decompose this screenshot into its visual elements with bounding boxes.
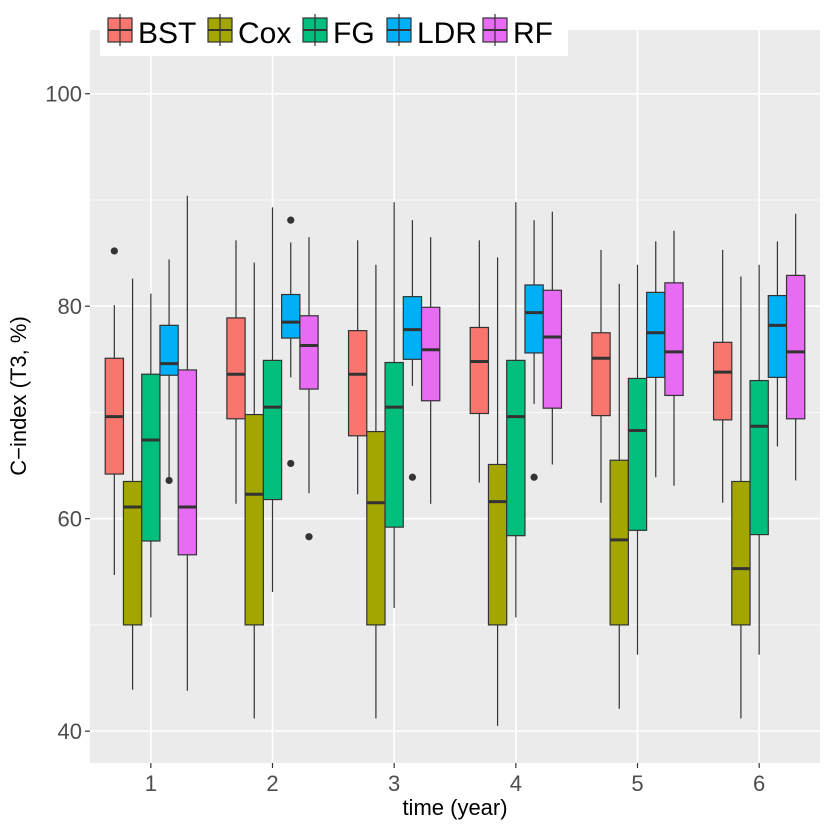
y-axis: 40 60 80 100: [45, 82, 90, 744]
box-body: [785, 274, 806, 420]
legend-label-bst: BST: [138, 17, 196, 50]
box-cox-3: [366, 264, 386, 719]
box-body: [177, 369, 198, 556]
box-rf-3: [420, 237, 441, 504]
legend-label-fg: FG: [333, 17, 375, 50]
legend-item-cox: Cox: [207, 14, 291, 50]
x-tick-label: 4: [510, 771, 522, 796]
box-groups: [104, 195, 806, 726]
legend-item-fg: FG: [302, 14, 375, 50]
box-ldr-3: [402, 220, 423, 481]
box-bst-6: [712, 249, 733, 503]
x-tick-label: 5: [631, 771, 643, 796]
box-cox-5: [609, 283, 629, 709]
legend-label-ldr: LDR: [417, 17, 477, 50]
box-body: [420, 306, 441, 402]
box-body: [664, 282, 684, 397]
box-body: [487, 463, 508, 626]
minor-gridlines: [90, 199, 820, 626]
box-body: [712, 341, 733, 421]
box-rf-1: [177, 195, 198, 691]
box-fg-5: [627, 264, 648, 655]
box-body: [402, 296, 423, 360]
box-rf-2: [299, 237, 319, 541]
y-tick-label: 80: [58, 294, 82, 319]
box-body: [347, 330, 368, 437]
box-cox-1: [122, 278, 143, 690]
box-body: [731, 480, 751, 626]
box-body: [542, 289, 563, 409]
outlier-point: [110, 247, 118, 255]
box-bst-5: [591, 249, 611, 503]
box-cox-2: [244, 262, 264, 719]
outlier-point: [287, 216, 295, 224]
outlier-point: [530, 473, 538, 481]
box-body: [627, 377, 648, 531]
x-tick-label: 6: [753, 771, 765, 796]
box-bst-3: [347, 240, 368, 495]
box-body: [591, 332, 611, 417]
y-tick-label: 40: [58, 719, 82, 744]
box-body: [159, 324, 179, 376]
box-body: [524, 284, 544, 354]
box-body: [469, 326, 490, 415]
y-tick-label: 60: [58, 507, 82, 532]
box-body: [226, 317, 246, 420]
outlier-point: [287, 459, 295, 468]
box-body: [646, 291, 666, 378]
box-body: [262, 359, 283, 501]
box-ldr-5: [646, 241, 666, 478]
box-body: [299, 315, 319, 390]
box-body: [384, 361, 404, 528]
box-body: [244, 413, 264, 626]
box-body: [609, 459, 629, 626]
outlier-point: [408, 473, 417, 481]
x-tick-label: 2: [266, 771, 278, 796]
box-fg-1: [141, 293, 161, 618]
box-fg-3: [384, 202, 404, 608]
box-rf-6: [785, 213, 806, 481]
legend-item-ldr: LDR: [386, 14, 477, 50]
legend-label-rf: RF: [513, 17, 553, 50]
box-ldr-1: [159, 259, 179, 485]
box-body: [141, 373, 161, 542]
box-bst-1: [104, 247, 125, 575]
box-bst-2: [226, 240, 246, 504]
y-tick-label: 100: [45, 82, 82, 107]
box-rf-4: [542, 211, 563, 465]
box-body: [506, 359, 526, 537]
box-fg-4: [506, 202, 526, 618]
x-tick-label: 1: [145, 771, 157, 796]
box-cox-6: [731, 276, 751, 719]
box-rf-5: [664, 230, 684, 486]
outlier-point: [305, 533, 313, 541]
outlier-point: [165, 476, 173, 485]
x-axis: 1 2 3 4 5 6: [145, 763, 765, 796]
box-body: [281, 293, 301, 339]
box-fg-2: [262, 207, 283, 592]
box-body: [122, 480, 143, 626]
box-ldr-4: [524, 220, 544, 481]
box-body: [749, 379, 769, 536]
box-bst-4: [469, 240, 490, 483]
legend-item-rf: RF: [482, 14, 553, 50]
x-axis-title: time (year): [402, 795, 507, 820]
y-axis-title: C−index (T3, %): [6, 316, 31, 476]
box-cox-4: [487, 257, 508, 726]
box-fg-6: [749, 264, 769, 655]
plot-panel: [90, 30, 820, 763]
legend-item-bst: BST: [107, 14, 196, 50]
legend-label-cox: Cox: [238, 17, 291, 50]
box-body: [366, 430, 386, 626]
legend: BST Cox FG LDR RF: [100, 8, 568, 56]
box-body: [767, 294, 788, 378]
x-tick-label: 3: [388, 771, 400, 796]
